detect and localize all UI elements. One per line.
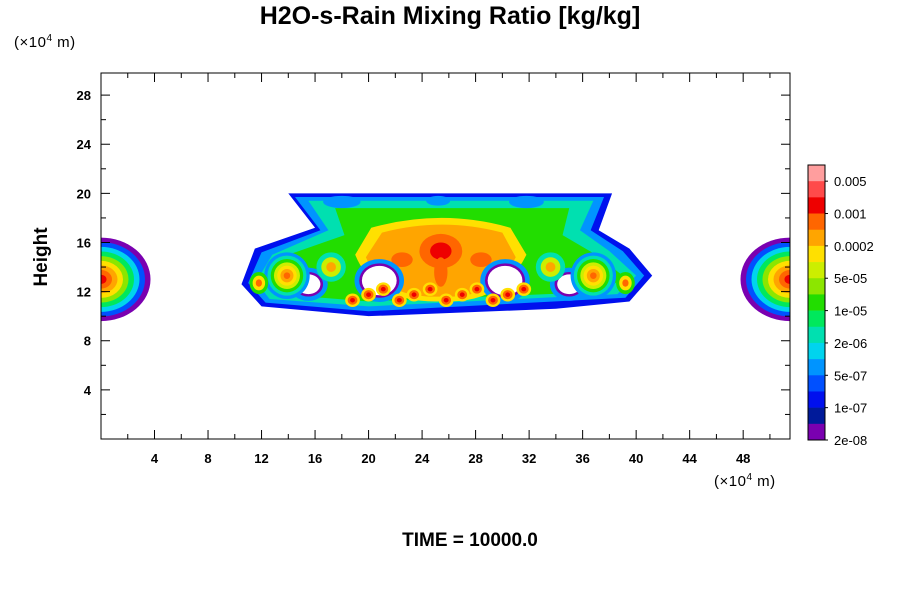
field-blob <box>459 292 465 297</box>
colorbar-swatch <box>808 165 825 182</box>
colorbar-label: 0.0002 <box>834 239 874 254</box>
x-tick-label: 44 <box>682 451 697 466</box>
colorbar-frame <box>807 164 826 441</box>
field-blob <box>411 292 417 297</box>
colorbar-swatch <box>808 245 825 263</box>
y-unit-suffix: m) <box>52 34 76 51</box>
field-blob <box>430 242 452 260</box>
x-tick-label: 48 <box>736 451 750 466</box>
colorbar-swatch <box>808 278 825 295</box>
x-unit-prefix: (×10 <box>714 473 747 490</box>
chart-title: H2O-s-Rain Mixing Ratio [kg/kg] <box>259 2 641 30</box>
field-blob <box>622 279 629 287</box>
field-blob <box>505 292 511 297</box>
field-blob <box>443 297 449 303</box>
x-tick-label: 40 <box>629 451 643 466</box>
field-blob <box>784 274 790 284</box>
field-blob <box>474 286 480 292</box>
rain-field <box>101 193 790 322</box>
x-tick-label: 4 <box>151 451 159 466</box>
colorbar-label: 5e-05 <box>834 271 867 286</box>
colorbar-swatch <box>808 359 825 376</box>
y-tick-label: 28 <box>77 88 91 103</box>
y-tick-label: 24 <box>77 137 92 152</box>
field-hole <box>487 265 523 296</box>
x-tick-label: 8 <box>204 451 211 466</box>
y-tick-label: 20 <box>77 186 91 201</box>
field-blob <box>283 272 291 279</box>
colorbar-swatch <box>808 375 825 392</box>
time-label: TIME = 10000.0 <box>402 530 538 551</box>
colorbar-label: 5e-07 <box>834 368 867 383</box>
x-unit-exponent: 4 <box>746 472 753 483</box>
y-tick-label: 4 <box>84 383 92 398</box>
plot-frame <box>100 72 791 440</box>
field-blob <box>521 286 527 292</box>
colorbar-label: 1e-07 <box>834 401 867 416</box>
y-unit-prefix: (×10 <box>14 34 47 51</box>
colorbar-swatch <box>808 423 825 441</box>
field-blob <box>350 297 355 303</box>
field-blob <box>545 262 556 272</box>
field-blob <box>255 279 262 287</box>
colorbar-swatch <box>808 197 825 214</box>
y-axis: 4 8 12 16 20 24 28 <box>77 88 790 415</box>
colorbar-swatch <box>808 407 825 425</box>
colorbar-swatch <box>808 391 825 408</box>
field-blob <box>391 252 413 268</box>
field-blob <box>426 195 451 206</box>
field-blob <box>427 286 433 292</box>
colorbar-swatch <box>808 326 825 344</box>
colorbar-swatch <box>808 310 825 328</box>
y-unit-exponent: 4 <box>46 33 53 44</box>
y-tick-label: 8 <box>84 334 91 349</box>
field-blob <box>101 274 107 284</box>
field-blob <box>490 297 496 303</box>
field-blob <box>396 297 402 303</box>
x-tick-label: 32 <box>522 451 536 466</box>
colorbar-swatch <box>808 294 825 311</box>
colorbar-swatch <box>808 229 825 247</box>
colorbar-swatch <box>808 262 825 279</box>
colorbar-swatch <box>808 342 825 360</box>
colorbar-swatch <box>808 181 825 198</box>
colorbar: 0.005 0.001 0.0002 5e-05 1e-05 2e-06 5e-07 1e-0… <box>807 164 874 448</box>
field-blob <box>323 195 361 209</box>
x-tick-label: 12 <box>254 451 268 466</box>
colorbar-label: 2e-08 <box>834 433 867 448</box>
field-blob <box>366 292 372 297</box>
field-blob <box>590 272 597 279</box>
field-blob <box>326 262 337 272</box>
x-tick-label: 36 <box>575 451 589 466</box>
y-tick-label: 16 <box>77 235 91 250</box>
colorbar-label: 0.001 <box>834 207 867 222</box>
x-axis-unit: (×104 m) <box>714 472 776 490</box>
x-unit-suffix: m) <box>752 473 776 490</box>
colorbar-swatch <box>808 213 825 231</box>
colorbar-label: 2e-06 <box>834 336 867 351</box>
colorbar-label: 1e-05 <box>834 304 867 319</box>
field-blob <box>434 257 448 287</box>
x-tick-label: 20 <box>361 451 375 466</box>
field-blob <box>380 286 386 292</box>
y-axis-unit: (×104 m) <box>14 33 76 51</box>
x-axis: 4 8 12 16 20 24 28 32 36 40 44 48 <box>127 73 771 466</box>
x-tick-label: 16 <box>308 451 322 466</box>
field-blob <box>470 252 492 268</box>
colorbar-label: 0.005 <box>834 174 867 189</box>
y-tick-label: 12 <box>77 285 91 300</box>
x-tick-label: 24 <box>415 451 430 466</box>
x-tick-label: 28 <box>468 451 482 466</box>
field-blob <box>509 195 544 209</box>
